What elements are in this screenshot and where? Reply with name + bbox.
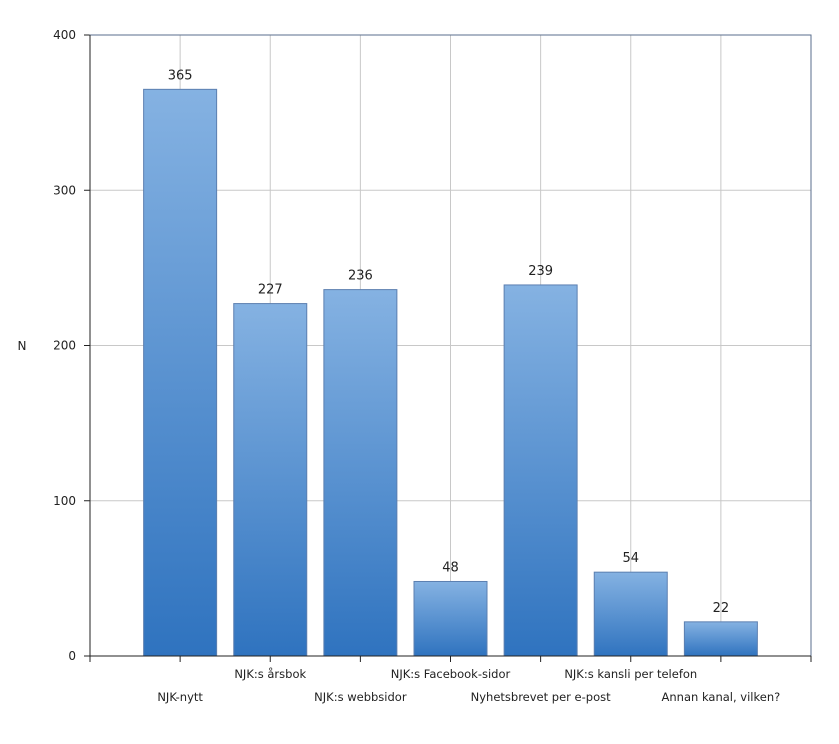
data-label: 227	[258, 283, 283, 298]
y-tick-label: 100	[53, 494, 76, 508]
data-label: 22	[713, 601, 730, 616]
y-tick-label: 200	[53, 339, 76, 353]
x-tick-label: Annan kanal, vilken?	[662, 690, 781, 704]
data-label: 54	[622, 551, 639, 566]
x-tick-label: NJK:s årsbok	[234, 667, 306, 681]
labels: 0 100 200 300 400 365 227 236 48 239 54 22 NJK-nytt N…	[53, 28, 780, 704]
axes	[84, 34, 812, 662]
data-label: 236	[348, 269, 373, 284]
x-tick-label: Nyhetsbrevet per e-post	[471, 690, 611, 704]
bar	[413, 580, 488, 657]
y-tick-label: 300	[53, 183, 76, 197]
bar	[683, 621, 758, 657]
bar	[503, 284, 578, 657]
x-tick-label: NJK:s kansli per telefon	[564, 667, 697, 681]
bars	[143, 88, 758, 657]
y-tick-label: 0	[68, 649, 76, 663]
x-tick-label: NJK-nytt	[157, 690, 203, 704]
bar	[143, 88, 218, 657]
bar	[593, 571, 668, 657]
data-label: 365	[168, 68, 193, 83]
y-axis-label: N	[18, 339, 27, 353]
data-label: 239	[528, 264, 553, 279]
x-tick-label: NJK:s Facebook-sidor	[391, 667, 511, 681]
bar	[323, 289, 398, 657]
x-tick-label: NJK:s webbsidor	[314, 690, 407, 704]
data-label: 48	[442, 560, 459, 575]
bar	[233, 303, 308, 657]
y-tick-label: 400	[53, 28, 76, 42]
